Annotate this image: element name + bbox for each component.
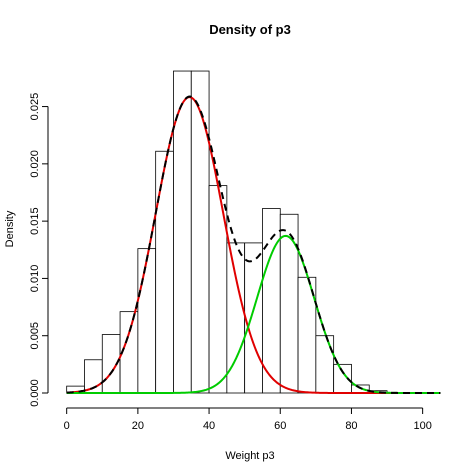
x-tick-label: 40 [203,420,215,432]
histogram-bar [244,242,263,394]
y-axis-label: Density [4,210,16,247]
x-tick-label: 20 [132,420,144,432]
y-tick-label: 0.000 [29,379,41,407]
x-tick-label: 60 [274,420,286,432]
y-tick-label: 0.020 [29,150,41,178]
x-axis-label: Weight p3 [225,450,274,462]
chart-title: Density of p3 [209,22,291,37]
density-curves [66,95,441,394]
histogram-bar [262,208,281,394]
histogram-bar [155,150,174,394]
x-tick-label: 80 [345,420,357,432]
histogram-bar [315,335,335,394]
histogram-bar [137,248,157,394]
histogram-bar [279,213,299,394]
y-tick-label: 0.005 [29,322,41,350]
histogram-bar [190,70,210,394]
y-axis: 0.000 0.005 0.010 0.015 0.020 0.025 [29,93,49,407]
x-tick-label: 100 [413,420,431,432]
component-2-curve [66,234,441,394]
y-tick-label: 0.010 [29,265,41,293]
x-axis: 0 20 40 60 80 100 [64,407,432,432]
y-tick-label: 0.025 [29,93,41,121]
y-tick-label: 0.015 [29,207,41,235]
x-tick-label: 0 [64,420,70,432]
